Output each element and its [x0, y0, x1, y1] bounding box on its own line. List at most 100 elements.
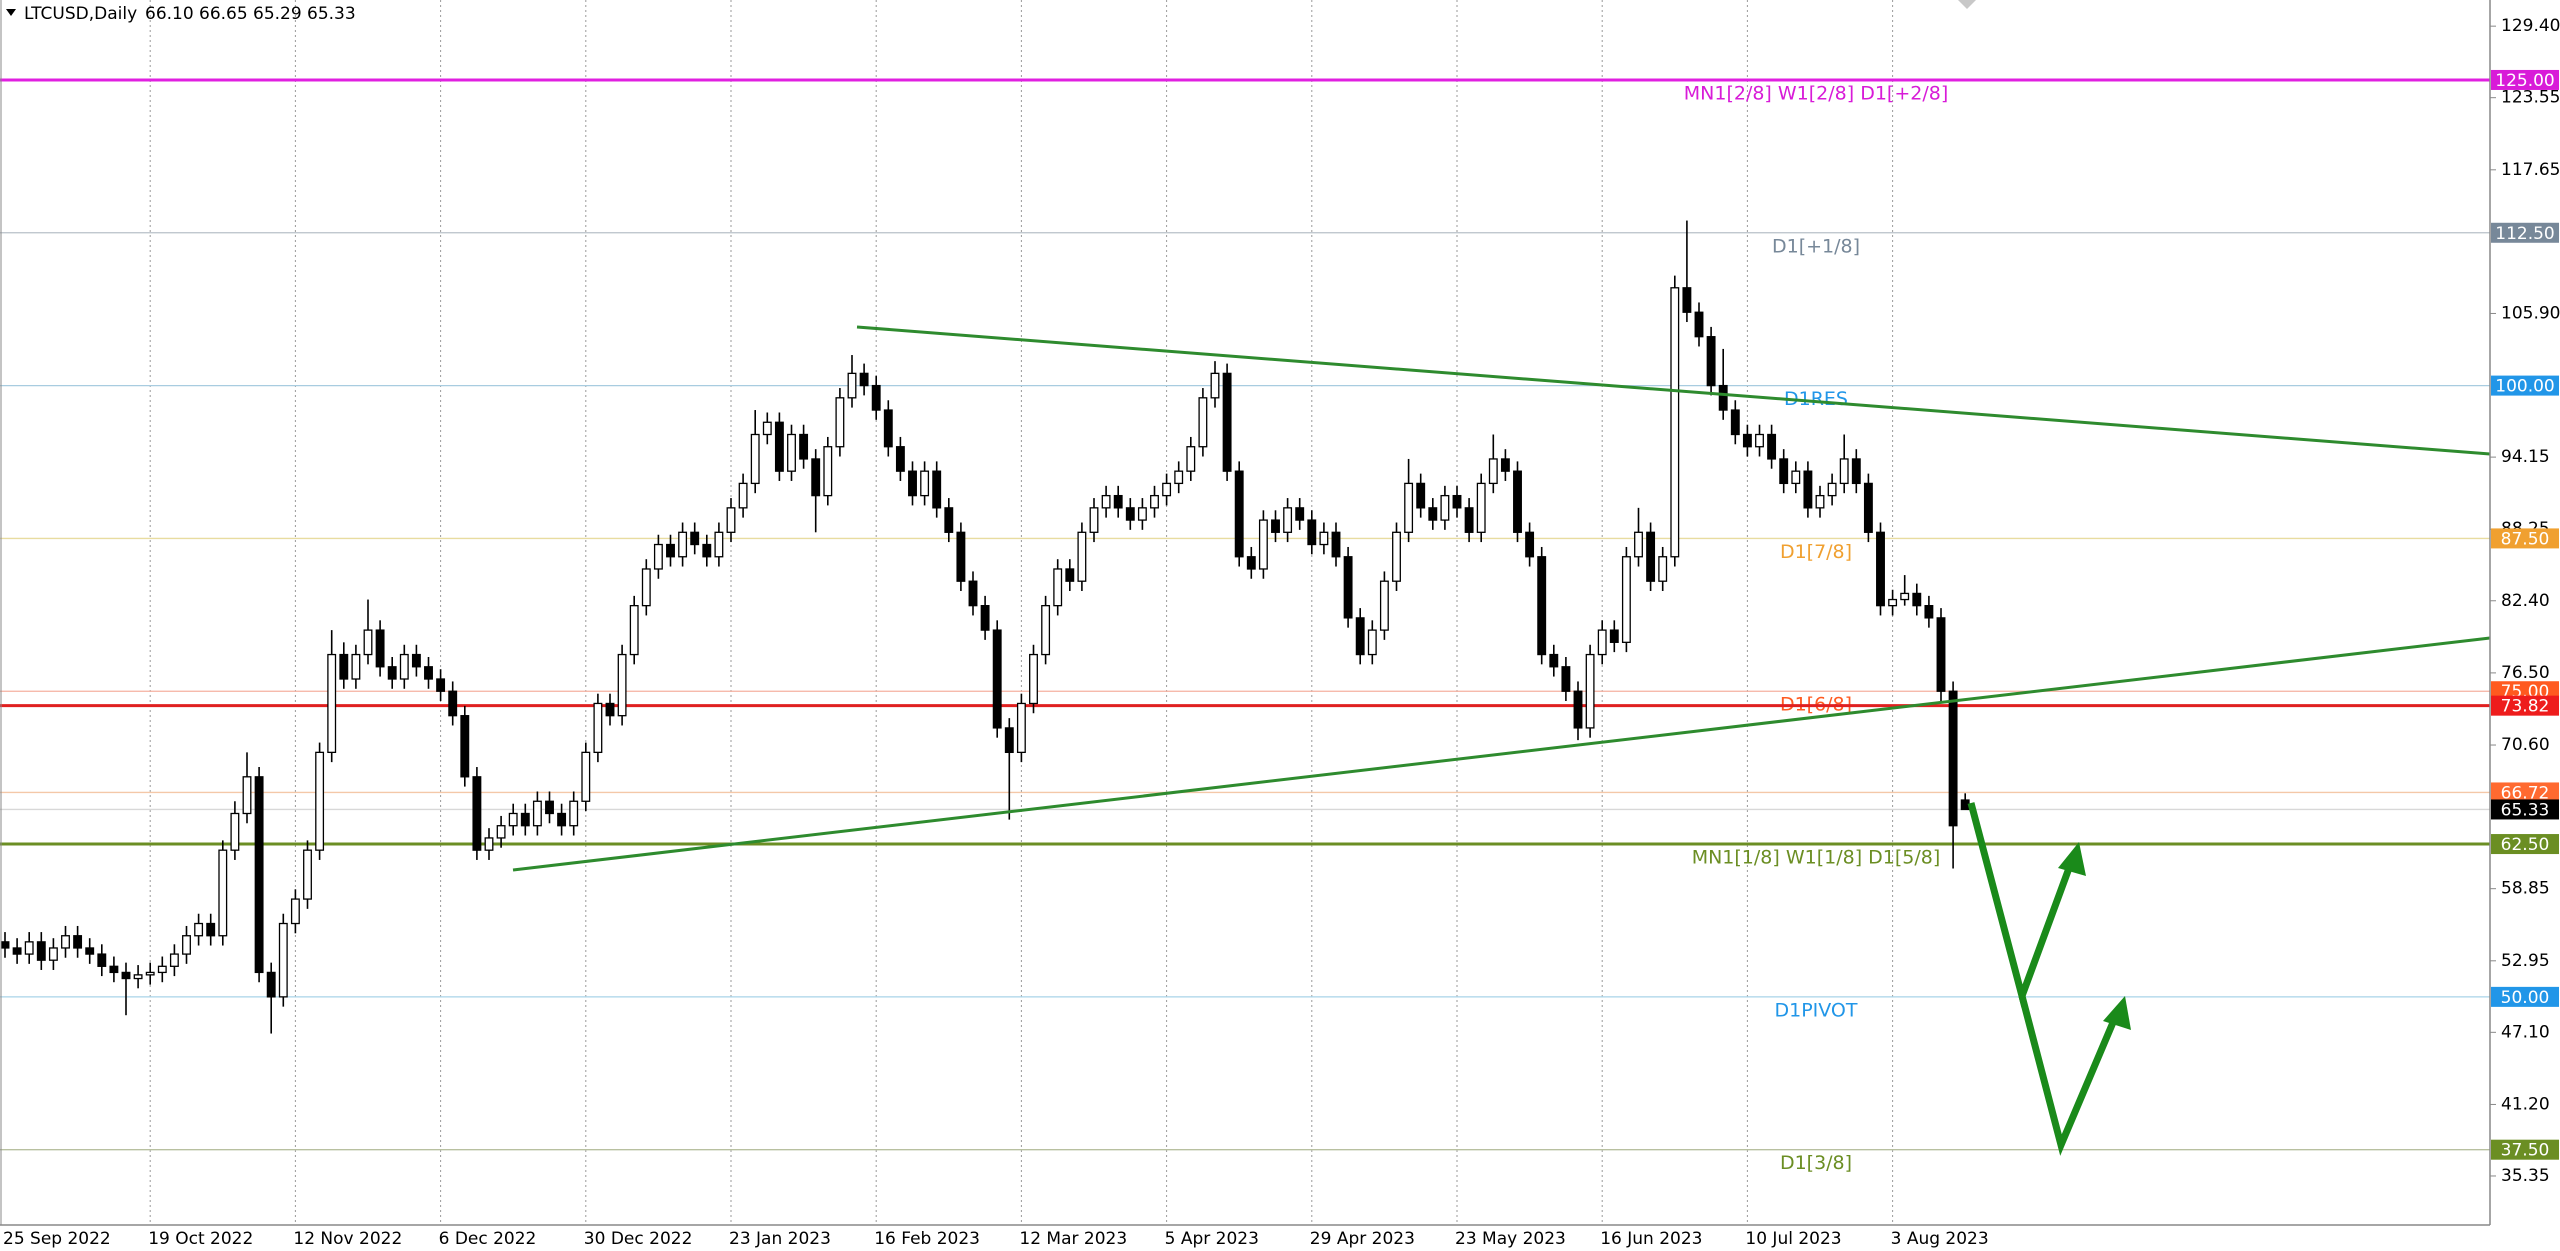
- candle-body: [1041, 605, 1051, 656]
- candle-body: [557, 812, 567, 827]
- candle-body: [1609, 629, 1619, 643]
- candle-body: [157, 965, 167, 974]
- candle-body: [750, 433, 760, 485]
- candle-body: [121, 971, 131, 980]
- trendlines: [512, 325, 2491, 872]
- candle-body: [36, 941, 46, 961]
- x-tick-label: 16 Feb 2023: [874, 1229, 980, 1249]
- level-tag-label: 62.50: [2501, 835, 2550, 855]
- candle-body: [315, 751, 325, 851]
- candle-body: [230, 812, 240, 851]
- level-tag-label: 112.50: [2495, 224, 2554, 244]
- candle-body: [1718, 384, 1728, 411]
- candle-body: [1053, 568, 1063, 607]
- candle-body: [847, 372, 857, 399]
- y-tick-label: 58.85: [2501, 879, 2550, 899]
- candle-body: [1912, 592, 1922, 607]
- candle-body: [375, 629, 385, 668]
- candle-body: [968, 580, 978, 607]
- candle-body: [484, 837, 494, 851]
- candle-body: [545, 800, 554, 815]
- candle-body: [1331, 531, 1341, 558]
- candle-body: [290, 898, 300, 925]
- level-text: D1[7/8]: [1780, 541, 1852, 563]
- candle-body: [424, 666, 433, 680]
- candle-body: [520, 812, 530, 827]
- candle-body: [787, 433, 796, 472]
- candle-body: [1125, 507, 1135, 521]
- grid: [149, 0, 1894, 1225]
- level-tag-label: 87.50: [2501, 529, 2550, 549]
- trendline: [856, 325, 2491, 456]
- candle-body: [823, 446, 833, 497]
- projection-arrows: [1967, 802, 2131, 1156]
- candle-body: [883, 409, 893, 448]
- candle-body: [1234, 470, 1244, 558]
- candle-body: [1827, 482, 1837, 497]
- candle-body: [1888, 598, 1898, 607]
- candle-body: [1670, 287, 1680, 558]
- candle-body: [1779, 458, 1789, 485]
- candle-body: [339, 653, 349, 680]
- candle-body: [97, 953, 107, 967]
- level-tag: [2491, 695, 2559, 716]
- candle-body: [992, 629, 1002, 729]
- candle-body: [774, 421, 784, 472]
- candle-body: [1271, 519, 1280, 533]
- candle-body: [1077, 531, 1087, 582]
- candle-body: [1367, 629, 1377, 656]
- candle-body: [109, 965, 119, 974]
- candles: [0, 220, 1970, 1034]
- candle-body: [569, 800, 579, 827]
- x-tick-label: 12 Nov 2022: [293, 1229, 402, 1249]
- level-tag-label: 50.00: [2501, 988, 2550, 1008]
- y-tick-label: 76.50: [2501, 663, 2550, 683]
- candle-body: [1246, 556, 1256, 570]
- candle-body: [1803, 470, 1813, 509]
- level-tag-label: 73.82: [2501, 697, 2550, 717]
- candle-body: [1295, 507, 1305, 521]
- trendline: [512, 636, 2491, 872]
- candle-body: [1694, 311, 1704, 338]
- candle-body: [254, 776, 264, 974]
- candle-body: [12, 947, 22, 955]
- levels: MN1[2/8] W1[2/8] D1[+2/8] D1[+1/8] D1RES D1…: [0, 78, 2490, 1174]
- candle-body: [629, 605, 639, 656]
- candle-body: [1900, 592, 1910, 601]
- candle-body: [859, 372, 869, 387]
- candle-body: [206, 922, 216, 937]
- candle-body: [266, 971, 276, 998]
- y-tick-label: 129.40: [2501, 16, 2560, 36]
- candle-body: [460, 715, 470, 778]
- x-tick-label: 6 Dec 2022: [439, 1229, 537, 1249]
- level-tag: [2491, 528, 2559, 549]
- candle-body: [1392, 531, 1401, 582]
- axes: 25 Sep 2022 19 Oct 2022 12 Nov 2022 6 Dec 2…: [3, 16, 2560, 1249]
- candle-body: [581, 751, 591, 802]
- candle-body: [1863, 482, 1873, 533]
- candle-body: [1561, 666, 1571, 692]
- candle-body: [1319, 531, 1329, 546]
- y-tick-label: 70.60: [2501, 735, 2550, 755]
- level-text: D1PIVOT: [1774, 999, 1857, 1021]
- candle-body: [448, 690, 458, 717]
- candle-body: [194, 922, 204, 937]
- level-tag: [2491, 1139, 2559, 1160]
- y-tick-label: 94.15: [2501, 447, 2550, 467]
- arrow-head: [2103, 996, 2131, 1030]
- level-text: MN1[2/8] W1[2/8] D1[+2/8]: [1684, 82, 1949, 104]
- candle-body: [690, 531, 700, 546]
- level-tag: [2491, 375, 2559, 396]
- candle-body: [327, 653, 337, 754]
- candle-body: [944, 507, 954, 533]
- header-values: 66.10 66.65 65.29 65.33: [145, 4, 356, 24]
- y-tick-label: 123.55: [2501, 88, 2560, 108]
- x-tick-label: 5 Apr 2023: [1165, 1229, 1259, 1249]
- candle-body: [145, 971, 155, 976]
- level-tag: [2491, 69, 2559, 90]
- candle-body: [1525, 531, 1535, 558]
- candle-body: [1307, 519, 1317, 546]
- candle-body: [1513, 470, 1522, 533]
- candle-body: [436, 678, 446, 692]
- candle-body: [1016, 702, 1026, 754]
